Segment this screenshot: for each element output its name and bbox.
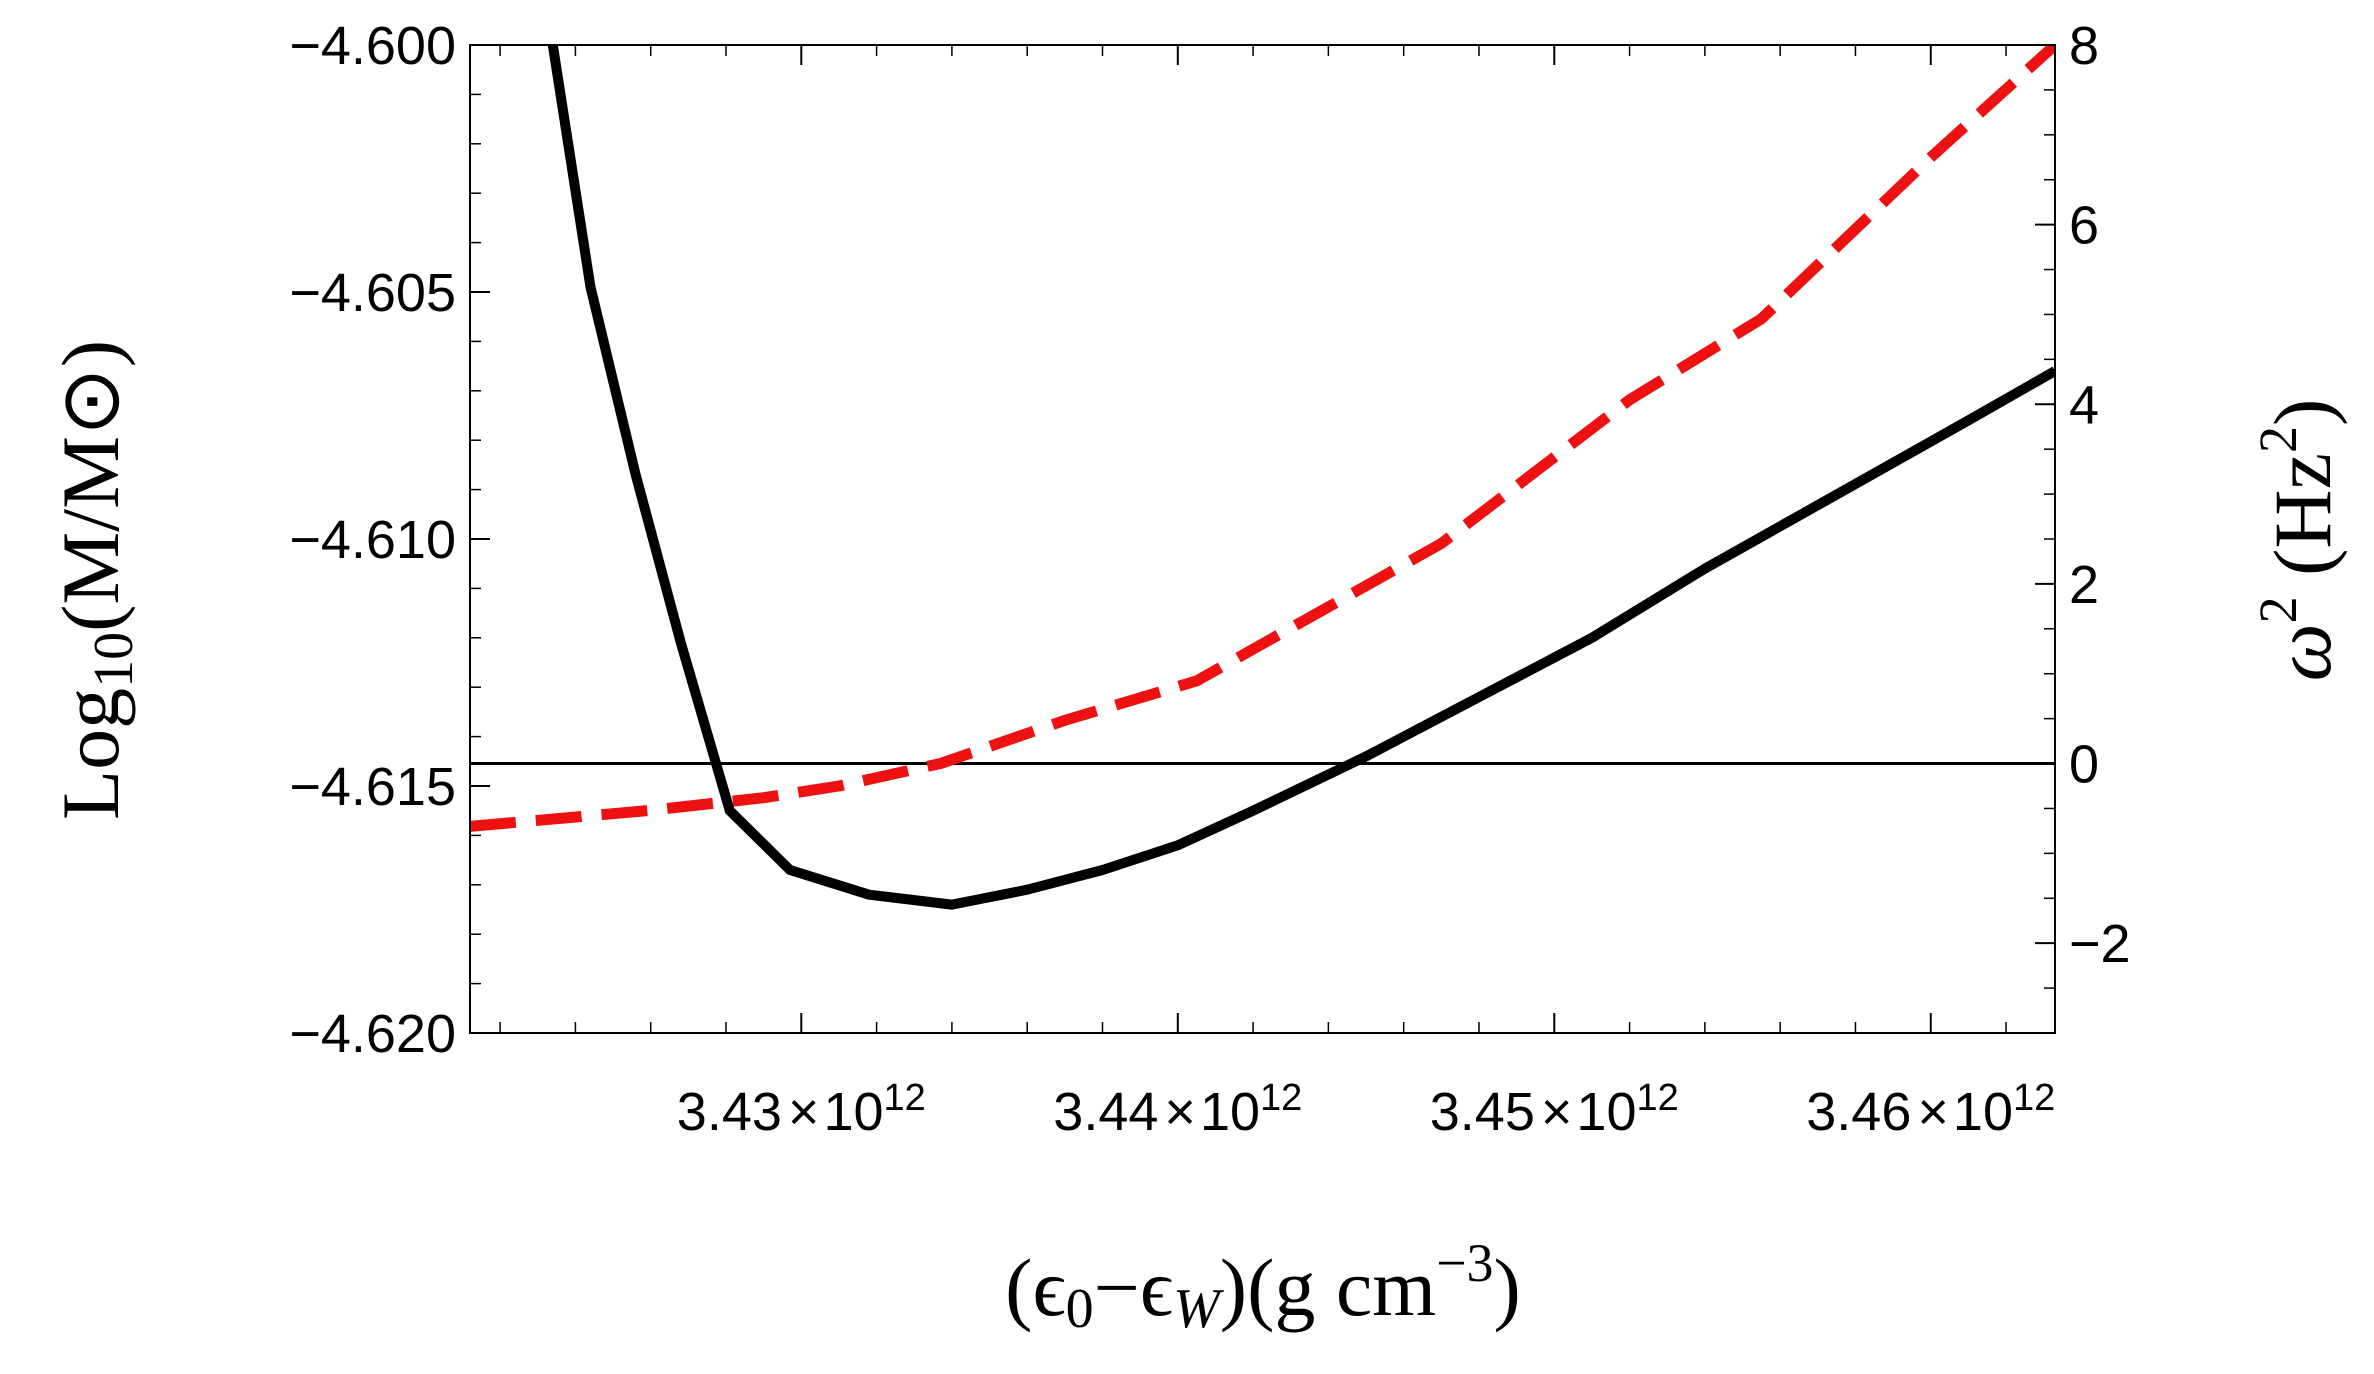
x-tick-exponent: 12 bbox=[2013, 1077, 2055, 1119]
x-tick-mantissa: 3.45 bbox=[1430, 1082, 1535, 1142]
x-tick-mantissa: 3.46 bbox=[1806, 1082, 1911, 1142]
x-tick-exponent: 12 bbox=[884, 1077, 926, 1119]
x-tick-times: × bbox=[788, 1082, 820, 1142]
y-left-tick-label: −4.610 bbox=[289, 510, 456, 570]
plot-frame bbox=[469, 44, 2056, 1034]
x-tick-mantissa: 3.44 bbox=[1053, 1082, 1158, 1142]
y-left-tick-label: −4.600 bbox=[289, 16, 456, 76]
y-right-axis-title: ω2 (Hz2) bbox=[2248, 399, 2348, 682]
x-tick-label: 3.43 ×1012 bbox=[677, 1077, 926, 1142]
x-axis-title: (ϵ0−ϵW)(g cm−3) bbox=[1005, 1233, 1521, 1340]
y-right-tick-label: 6 bbox=[2069, 196, 2099, 256]
y-right-tick-label: 2 bbox=[2069, 555, 2099, 615]
x-tick-label: 3.46 ×1012 bbox=[1806, 1077, 2055, 1142]
x-tick-base: 10 bbox=[1576, 1082, 1636, 1142]
x-tick-exponent: 12 bbox=[1260, 1077, 1302, 1119]
omega-squared-line-1 bbox=[470, 45, 2055, 832]
y-left-tick-labels: −4.600 −4.605 −4.610 −4.615 −4.620 bbox=[289, 16, 456, 1064]
x-tick-times: × bbox=[1164, 1082, 1196, 1142]
mass-line-0 bbox=[547, 45, 2055, 910]
y-right-tick-labels: 8 6 4 2 0 −2 bbox=[2069, 16, 2131, 974]
y-right-tick-label: 4 bbox=[2069, 375, 2099, 435]
plot-area bbox=[470, 45, 2055, 910]
x-tick-base: 10 bbox=[1200, 1082, 1260, 1142]
y-right-tick-label: −2 bbox=[2069, 914, 2131, 974]
x-tick-base: 10 bbox=[823, 1082, 883, 1142]
x-tick-mantissa: 3.43 bbox=[677, 1082, 782, 1142]
y-right-tick-label: 8 bbox=[2069, 16, 2099, 76]
y-left-tick-label: −4.605 bbox=[289, 263, 456, 323]
chart-marks bbox=[470, 45, 2055, 910]
x-tick-times: × bbox=[1541, 1082, 1573, 1142]
x-tick-exponent: 12 bbox=[1637, 1077, 1679, 1119]
x-tick-label: 3.45 ×1012 bbox=[1430, 1077, 1679, 1142]
axis-ticks bbox=[470, 44, 2055, 1034]
y-left-tick-label: −4.620 bbox=[289, 1004, 456, 1064]
y-left-tick-label: −4.615 bbox=[289, 757, 456, 817]
y-right-tick-label: 0 bbox=[2069, 735, 2099, 795]
x-tick-base: 10 bbox=[1953, 1082, 2013, 1142]
y-left-axis-title: Log10(M/M⊙) bbox=[45, 340, 145, 820]
x-tick-labels: 3.43 ×1012 3.44 ×1012 3.45 ×1012 3.46 ×1012 bbox=[677, 1077, 2055, 1142]
x-tick-label: 3.44 ×1012 bbox=[1053, 1077, 1302, 1142]
x-tick-times: × bbox=[1917, 1082, 1949, 1142]
